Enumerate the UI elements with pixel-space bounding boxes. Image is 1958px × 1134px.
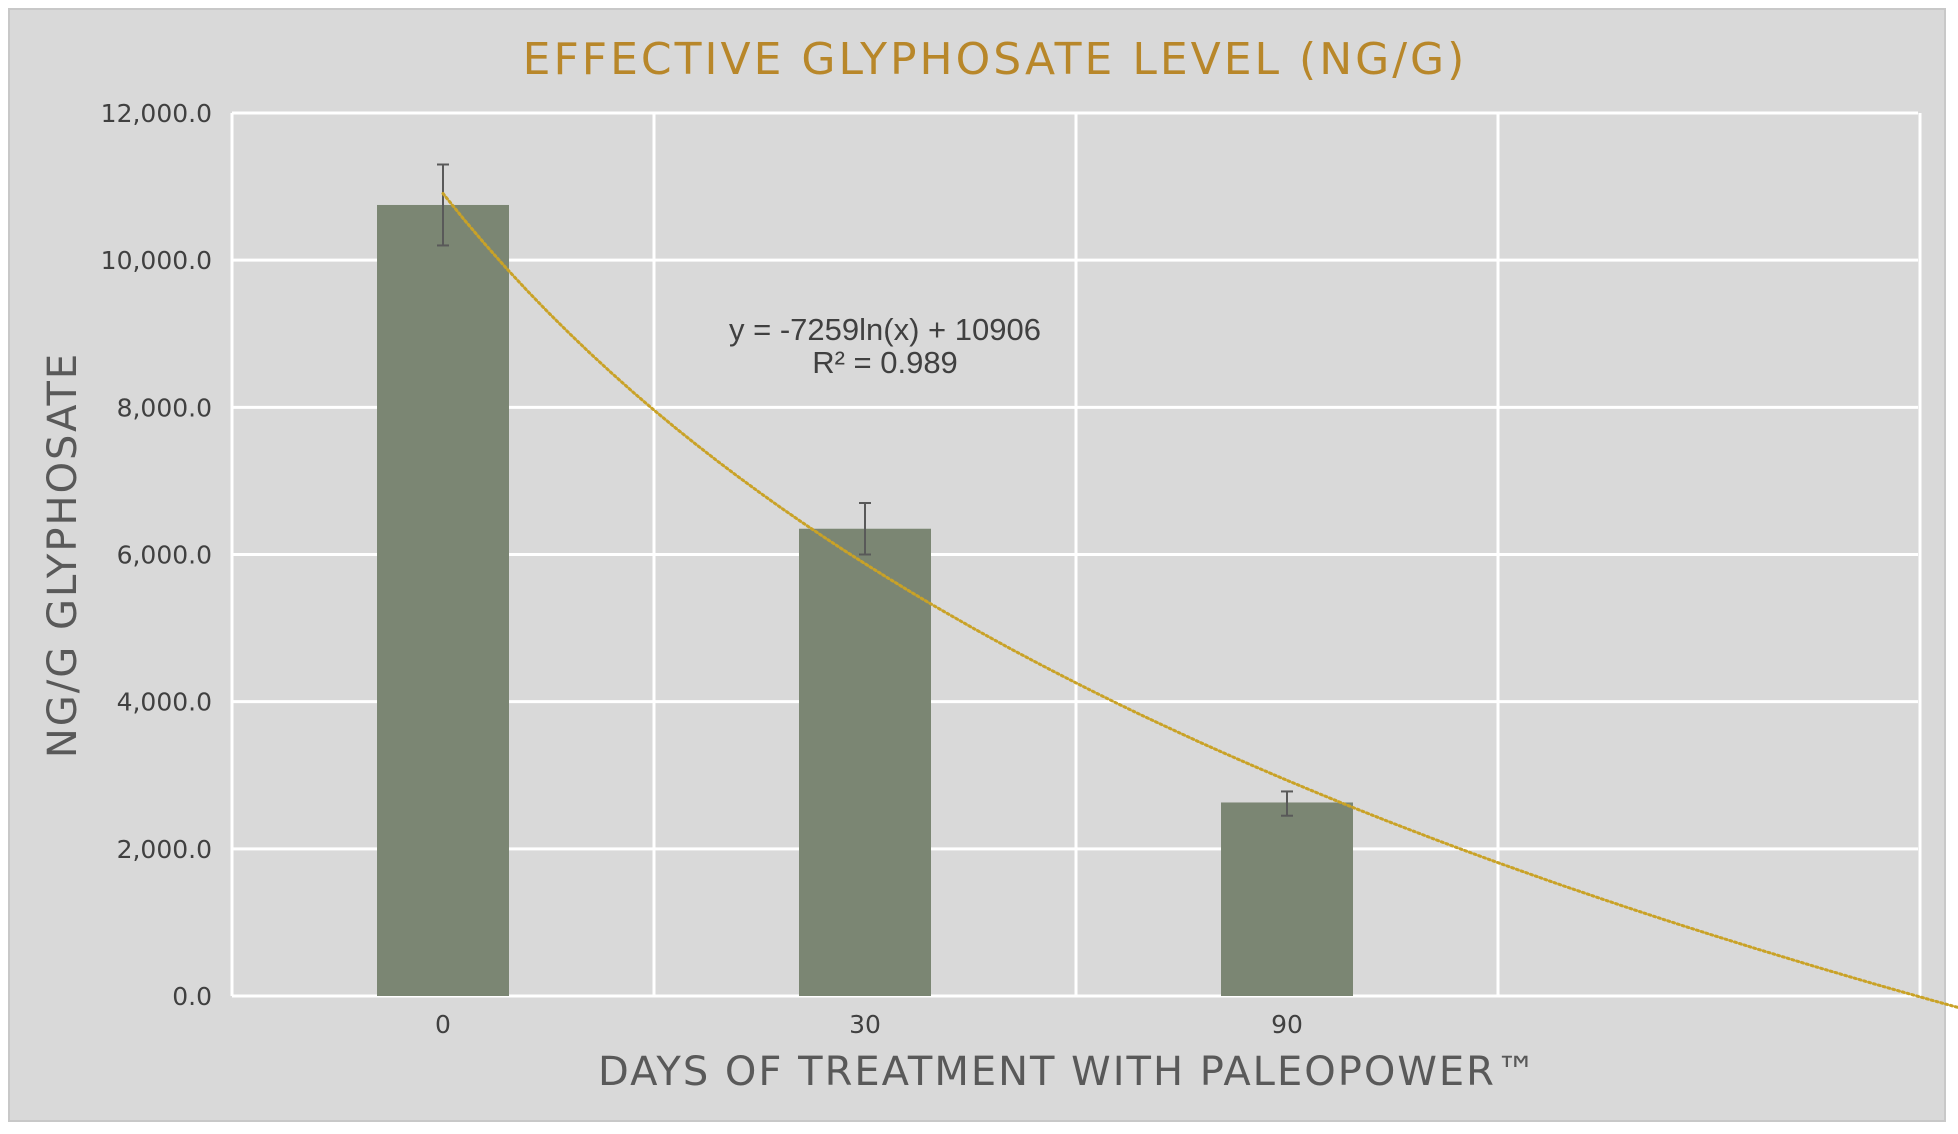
y-tick-label: 8,000.0 bbox=[117, 393, 212, 422]
x-axis-ticks: 0 30 90 bbox=[435, 1010, 1303, 1039]
y-tick-label: 2,000.0 bbox=[117, 835, 212, 864]
y-axis-title: NG/G GLYPHOSATE bbox=[40, 352, 86, 758]
y-axis-ticks: 0.0 2,000.0 4,000.0 6,000.0 8,000.0 10,000.0 1… bbox=[101, 99, 212, 1011]
x-axis-title: DAYS OF TREATMENT WITH PALEOPOWER™ bbox=[598, 1049, 1538, 1095]
chart-frame bbox=[8, 8, 1946, 1122]
error-bar-layer bbox=[437, 163, 1293, 817]
chart-title: EFFECTIVE GLYPHOSATE LEVEL (NG/G) bbox=[523, 34, 1468, 85]
y-tick-label: 10,000.0 bbox=[101, 246, 212, 275]
x-tick-label: 30 bbox=[849, 1010, 881, 1039]
trendline-r-squared: R² = 0.989 bbox=[812, 345, 958, 380]
bar-layer bbox=[377, 204, 1353, 996]
grid-layer bbox=[230, 111, 1922, 998]
bar bbox=[377, 204, 509, 996]
trendline-equation: y = -7259ln(x) + 10906 bbox=[729, 312, 1041, 347]
y-tick-label: 4,000.0 bbox=[117, 688, 212, 717]
y-tick-label: 6,000.0 bbox=[117, 541, 212, 570]
bar bbox=[1221, 802, 1353, 996]
x-tick-label: 0 bbox=[435, 1010, 451, 1039]
bar bbox=[799, 528, 931, 996]
trendline bbox=[441, 192, 1958, 1010]
trendline-layer bbox=[441, 192, 1958, 1010]
y-tick-label: 0.0 bbox=[172, 982, 212, 1011]
y-tick-label: 12,000.0 bbox=[101, 99, 212, 128]
x-tick-label: 90 bbox=[1271, 1010, 1303, 1039]
